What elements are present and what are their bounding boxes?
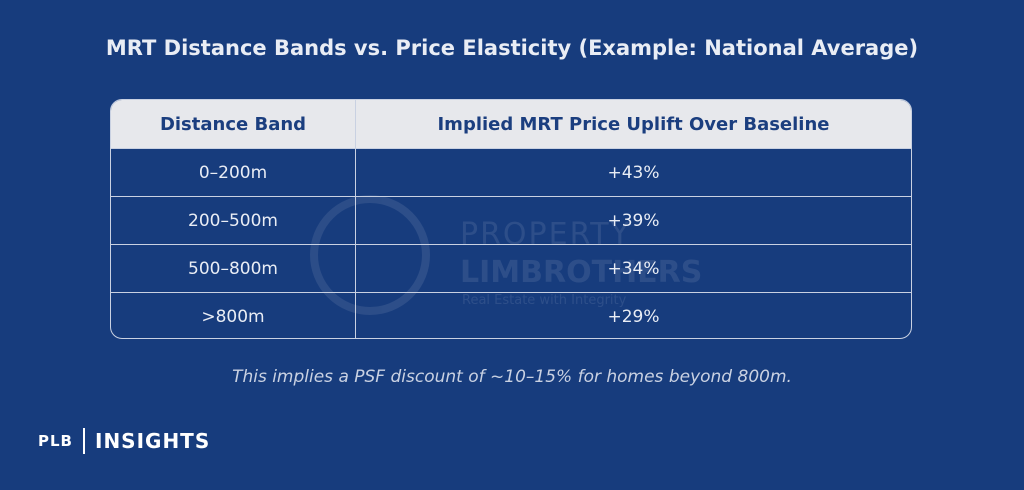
table-cell: +39% <box>607 210 660 231</box>
table-row: 500–800m +34% <box>111 244 911 292</box>
header-row: Distance Band Implied MRT Price Uplift Ov… <box>111 100 911 148</box>
section: INSIGHTS <box>95 429 211 453</box>
table-cell: +43% <box>607 162 660 183</box>
note: This implies a PSF discount of ~10–15% f… <box>232 367 792 387</box>
table-cell: 0–200m <box>111 149 356 196</box>
table-row: >800m +29% <box>111 292 911 338</box>
brand: PLB <box>38 432 73 450</box>
table-row: 0–200m +43% <box>111 148 911 196</box>
header-cell: Implied MRT Price Uplift Over Baseline <box>437 113 830 135</box>
table-cell: +29% <box>607 306 660 327</box>
table-row: 200–500m +39% <box>111 196 911 244</box>
table-cell: +34% <box>607 258 660 279</box>
table-cell: 500–800m <box>111 245 356 292</box>
table: Distance Band Implied MRT Price Uplift Ov… <box>110 99 912 339</box>
title: MRT Distance Bands vs. Price Elasticity … <box>105 36 919 60</box>
table-cell: >800m <box>111 293 356 338</box>
footer: PLB INSIGHTS <box>38 428 210 454</box>
header-cell: Distance Band <box>111 100 356 148</box>
separator <box>83 428 85 454</box>
table-cell: 200–500m <box>111 197 356 244</box>
